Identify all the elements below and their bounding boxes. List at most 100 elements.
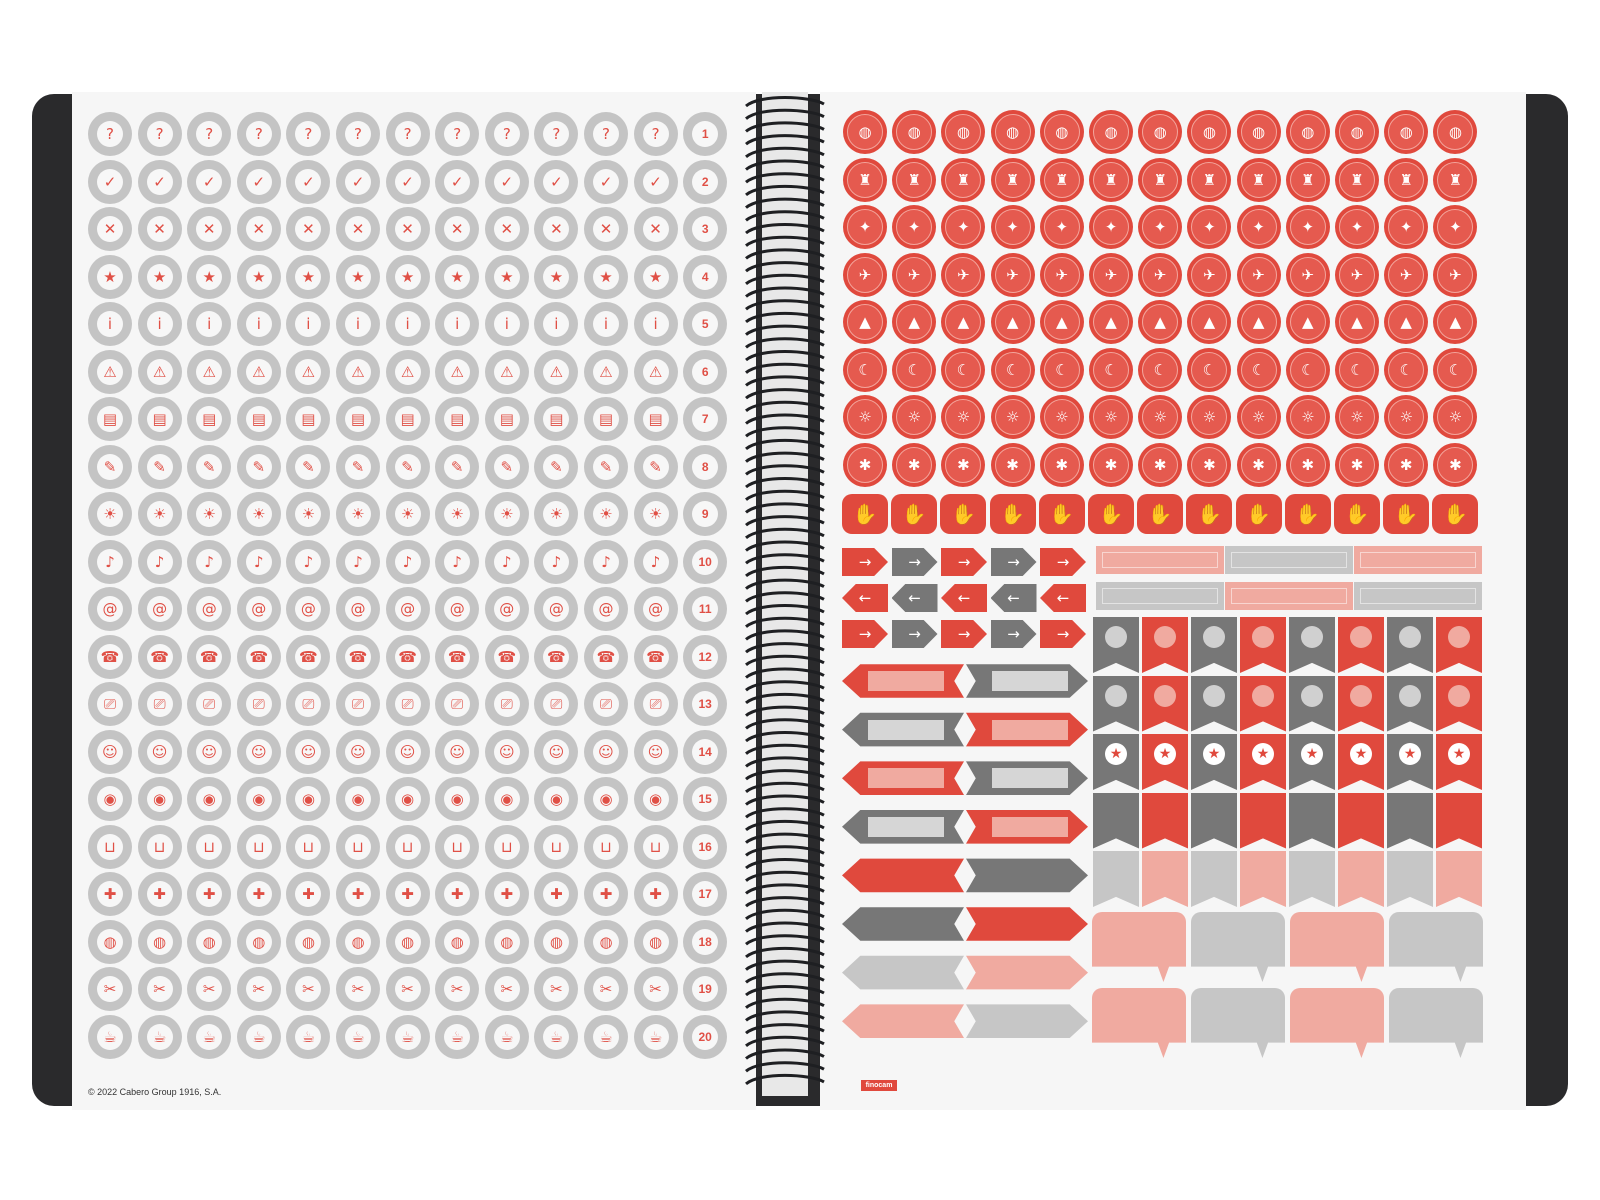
hotel-icon: ☾ xyxy=(1289,351,1326,388)
suitcase-icon: ✈ xyxy=(896,256,933,293)
thumbs-up-icon: ✋ xyxy=(940,494,987,534)
tab-banner-sticker xyxy=(966,809,1088,844)
info-icon: i xyxy=(394,311,421,337)
laundry-icon: ✂ xyxy=(642,976,669,1002)
spiral-coil xyxy=(745,350,825,362)
broom-icon-sticker: ✂ xyxy=(336,967,380,1011)
stretching-icon: ✱ xyxy=(896,446,933,483)
cloud-icon: ☼ xyxy=(1043,399,1080,435)
shopping-cart-icon-sticker: ⊔ xyxy=(484,824,529,869)
tools-icon: ✂ xyxy=(97,976,123,1002)
spiral-coil xyxy=(745,959,825,971)
shopping-cart-icon: ⊔ xyxy=(394,833,421,860)
graduation-cap-icon: ✎ xyxy=(642,453,669,480)
bookmark-flag-sticker xyxy=(1093,675,1139,732)
squeegee-icon: ◍ xyxy=(642,928,669,955)
at-icon-sticker: @ xyxy=(187,587,232,631)
shopping-cart-icon: ⊔ xyxy=(345,833,371,860)
phone-icon-sticker: ☎ xyxy=(336,634,380,679)
phone-icon-sticker: ☎ xyxy=(484,634,529,679)
dinner-plate-icon-sticker: ◍ xyxy=(1433,110,1478,154)
row-number: 16 xyxy=(692,833,719,860)
check-icon: ✓ xyxy=(493,168,520,195)
lightbulb-icon: ☀ xyxy=(543,501,570,527)
bell-icon-sticker: ♪ xyxy=(88,539,132,584)
phone-icon: ☎ xyxy=(295,643,322,670)
sun-icon: ☼ xyxy=(847,399,883,435)
thumbs-up-icon: ✋ xyxy=(1186,494,1233,534)
location-pin-icon-sticker: ◉ xyxy=(584,777,628,821)
star-icon-sticker: ★ xyxy=(88,254,132,299)
tooth-icon: ✚ xyxy=(444,881,471,907)
note-icon-sticker: ✎ xyxy=(286,444,331,489)
sun-icon-sticker: ☼ xyxy=(941,395,986,439)
warning-icon: ⚠ xyxy=(493,358,520,385)
video-call-icon: ⎚ xyxy=(245,691,272,717)
row-number-sticker: 2 xyxy=(683,159,728,204)
location-pin-icon-sticker: ◉ xyxy=(236,777,281,821)
bell-icon-sticker: ♪ xyxy=(534,539,579,584)
info-icon-sticker: i xyxy=(633,302,678,346)
coffee-cup-icon-sticker: ☕ xyxy=(236,1014,281,1059)
gifts-icon: ♜ xyxy=(1191,161,1228,198)
info-icon: i xyxy=(444,311,471,337)
cross-icon: ✕ xyxy=(593,216,619,242)
lightbulb-icon-sticker: ☀ xyxy=(187,492,232,536)
book-icon: ▤ xyxy=(642,406,669,432)
info-icon-sticker: i xyxy=(88,302,132,346)
circle-icon xyxy=(1105,684,1127,707)
tickets-icon: ✦ xyxy=(896,209,933,245)
coffee-cup-icon-sticker: ☕ xyxy=(633,1014,678,1059)
medical-cross-icon: ✚ xyxy=(146,881,173,907)
bell-icon: ♪ xyxy=(593,548,619,575)
people-icon-sticker: ☺ xyxy=(88,729,132,774)
check-icon: ✓ xyxy=(394,168,421,195)
spiral-coil xyxy=(745,197,825,209)
spiral-coil xyxy=(745,159,825,171)
graduation-cap-icon-sticker: ✎ xyxy=(633,444,678,489)
warning-icon: ⚠ xyxy=(642,358,669,385)
location-pin-icon-sticker: ◉ xyxy=(286,777,331,821)
book-icon: ▤ xyxy=(394,406,421,432)
label-bar-sticker xyxy=(1354,582,1482,610)
video-call-icon: ⎚ xyxy=(146,691,173,717)
birthday-cake-icon-sticker: ♜ xyxy=(941,157,986,202)
video-call-icon-sticker: ⎚ xyxy=(286,682,331,726)
lightbulb-icon-sticker: ☀ xyxy=(584,492,628,536)
gifts-icon: ♜ xyxy=(1240,161,1277,198)
notebook-icon-sticker: ▤ xyxy=(286,397,331,441)
info-icon: i xyxy=(295,311,322,337)
bookmark-flag-sticker: ★ xyxy=(1191,734,1237,790)
warning-icon-sticker: ⚠ xyxy=(534,349,579,394)
thermometer-icon-sticker: ✱ xyxy=(1433,442,1478,487)
check-icon: ✓ xyxy=(345,168,371,195)
house-icon-sticker: ✦ xyxy=(1236,205,1281,249)
spiral-coil xyxy=(745,807,825,819)
info-icon-sticker: i xyxy=(584,302,628,346)
question-icon: ? xyxy=(394,121,421,147)
house-icon: ✦ xyxy=(1093,209,1129,245)
bell-icon-sticker: ♪ xyxy=(137,539,182,584)
sleep-icon: ☾ xyxy=(1043,351,1080,388)
tab-banner-sticker xyxy=(842,809,964,844)
star-icon-sticker: ★ xyxy=(633,254,678,299)
beach-icon: ▲ xyxy=(1240,304,1277,340)
spiral-coil xyxy=(745,616,825,628)
row-number: 10 xyxy=(692,548,719,575)
mountains-icon: ▲ xyxy=(945,304,982,340)
phone-icon: ☎ xyxy=(493,643,520,670)
gifts-icon: ♜ xyxy=(1437,161,1474,198)
bell-icon: ♪ xyxy=(394,548,421,575)
people-icon: ☺ xyxy=(543,738,570,765)
dinner-plate-icon: ◍ xyxy=(1142,114,1179,150)
question-icon-sticker: ? xyxy=(187,112,232,156)
coffee-cup-icon-sticker: ☕ xyxy=(137,1014,182,1059)
medical-cross-icon: ✚ xyxy=(245,881,272,907)
birthday-cake-icon-sticker: ♜ xyxy=(892,157,937,202)
check-icon: ✓ xyxy=(245,168,272,195)
squeegee-icon: ◍ xyxy=(593,928,619,955)
shopping-cart-icon: ⊔ xyxy=(196,833,223,860)
tooth-icon-sticker: ✚ xyxy=(286,872,331,916)
star-icon-sticker: ★ xyxy=(336,254,380,299)
note-icon-sticker: ✎ xyxy=(236,444,281,489)
